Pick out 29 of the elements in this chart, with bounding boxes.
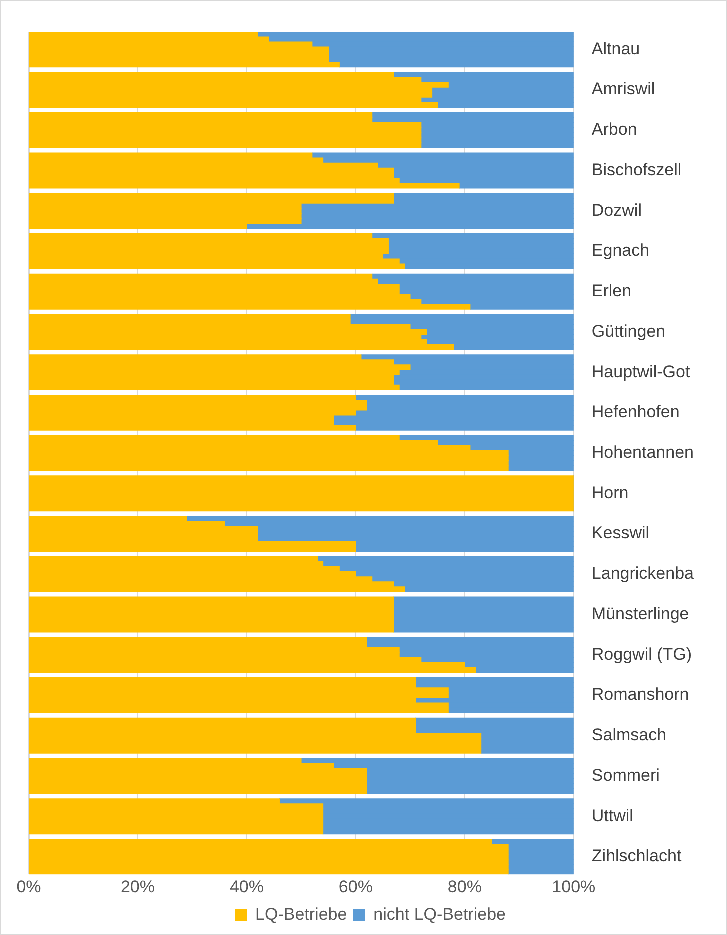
y-tick-label: Roggwil (TG) xyxy=(592,644,692,664)
y-tick-label: Münsterlinge xyxy=(592,604,690,624)
y-tick-label: Güttingen xyxy=(592,322,666,341)
x-tick-label: 40% xyxy=(230,877,264,896)
y-tick-label: Hohentannen xyxy=(592,442,694,462)
y-tick-label: Horn xyxy=(592,483,629,502)
x-tick-label: 100% xyxy=(552,877,596,896)
y-tick-label: Altnau xyxy=(592,39,640,58)
x-tick-label: 80% xyxy=(448,877,482,896)
y-tick-label: Sommeri xyxy=(592,766,660,785)
y-tick-label: Langrickenba xyxy=(592,564,695,584)
y-tick-label: Kesswil xyxy=(592,524,650,543)
y-tick-label: Egnach xyxy=(592,241,650,260)
y-tick-label: Amriswil xyxy=(592,80,656,99)
y-tick-label: Hauptwil-Got xyxy=(592,362,690,382)
y-tick-label: Hefenhofen xyxy=(592,402,680,422)
y-tick-label: Zihlschlacht xyxy=(592,846,682,866)
y-tick-label: Uttwil xyxy=(592,806,634,826)
y-tick-label: Romanshorn xyxy=(592,685,690,704)
y-tick-label: Salmsach xyxy=(592,726,667,745)
legend-label: LQ-Betriebe xyxy=(256,905,348,924)
y-tick-label: Arbon xyxy=(592,120,638,140)
x-tick-label: 60% xyxy=(338,877,373,896)
y-tick-label: Erlen xyxy=(592,282,632,301)
y-tick-label: Bischofszell xyxy=(592,160,682,180)
y-tick-label: Dozwil xyxy=(592,200,642,220)
legend-label: nicht LQ-Betriebe xyxy=(374,905,506,924)
x-tick-label: 0% xyxy=(16,877,42,896)
x-tick-label: 20% xyxy=(120,877,155,896)
